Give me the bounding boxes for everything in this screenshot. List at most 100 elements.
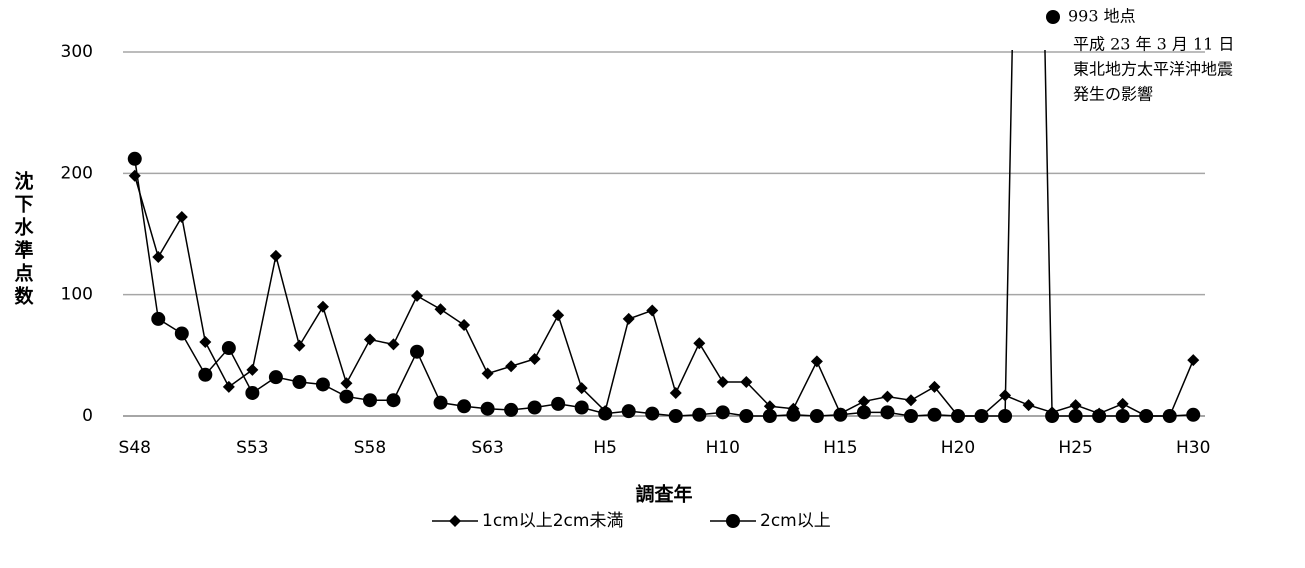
y-tick-label: 300 xyxy=(61,42,93,62)
circle-marker xyxy=(1139,409,1154,423)
circle-marker xyxy=(1186,407,1201,422)
circle-marker xyxy=(151,311,166,326)
annotation-text: 発生の影響 xyxy=(1073,85,1153,104)
x-tick-label: H25 xyxy=(1058,438,1092,458)
y-tick-label: 200 xyxy=(61,163,93,183)
diamond-marker xyxy=(434,303,447,316)
circle-marker xyxy=(410,344,425,359)
circle-marker xyxy=(221,341,236,356)
diamond-marker xyxy=(316,300,329,313)
diamond-marker xyxy=(363,333,376,346)
diamond-marker xyxy=(175,211,188,224)
diamond-marker xyxy=(411,289,424,302)
x-tick-label: S48 xyxy=(119,438,151,458)
circle-marker xyxy=(1092,409,1107,423)
x-tick-label: S58 xyxy=(354,438,386,458)
series-line xyxy=(134,175,1194,417)
circle-marker xyxy=(174,326,189,341)
circle-marker xyxy=(574,400,589,415)
diamond-marker xyxy=(128,169,141,182)
circle-marker xyxy=(621,404,636,419)
legend-label: 1cm以上2cm未満 xyxy=(482,511,623,531)
x-tick-label: H30 xyxy=(1176,438,1210,458)
circle-marker xyxy=(726,514,740,528)
y-tick-label: 100 xyxy=(61,285,93,305)
diamond-marker xyxy=(693,337,706,350)
diamond-marker xyxy=(449,515,461,527)
diamond-marker xyxy=(222,380,235,393)
x-tick-label: S53 xyxy=(236,438,268,458)
circle-marker xyxy=(856,405,871,420)
diamond-marker xyxy=(622,312,635,325)
circle-marker xyxy=(809,409,824,423)
circle-marker xyxy=(668,409,683,423)
x-axis-title: 調査年 xyxy=(635,483,692,506)
diamond-marker xyxy=(528,352,541,365)
circle-marker xyxy=(551,396,566,411)
diamond-marker xyxy=(881,390,894,403)
circle-marker xyxy=(974,409,989,423)
circle-marker xyxy=(504,402,519,417)
diamond-marker xyxy=(199,335,212,348)
circle-marker xyxy=(245,385,260,400)
x-tick-label: H10 xyxy=(706,438,740,458)
circle-marker xyxy=(645,406,660,421)
circle-marker xyxy=(1162,409,1177,423)
diamond-marker xyxy=(1116,397,1129,410)
diamond-marker xyxy=(716,376,729,389)
diamond-marker xyxy=(246,363,259,376)
diamond-marker xyxy=(646,304,659,317)
diamond-marker xyxy=(857,395,870,408)
circle-marker xyxy=(339,389,354,404)
diamond-marker xyxy=(340,377,353,390)
circle-marker xyxy=(903,409,918,423)
y-tick-label: 0 xyxy=(82,406,93,426)
diamond-marker xyxy=(740,376,753,389)
circle-marker xyxy=(833,407,848,422)
circle-marker xyxy=(1068,409,1083,423)
diamond-marker xyxy=(1069,399,1082,412)
diamond-marker xyxy=(904,394,917,407)
diamond-marker xyxy=(669,386,682,399)
circle-marker xyxy=(927,407,942,422)
circle-marker xyxy=(457,399,472,414)
diamond-marker xyxy=(763,400,776,413)
x-tick-label: S63 xyxy=(471,438,503,458)
circle-marker xyxy=(598,406,613,421)
diamond-marker xyxy=(269,249,282,262)
circle-marker xyxy=(880,405,895,420)
diamond-marker xyxy=(1187,354,1200,367)
diamond-marker xyxy=(1022,399,1035,412)
x-tick-label: H20 xyxy=(941,438,975,458)
y-axis-title: 沈下水準点数 xyxy=(12,170,34,309)
circle-marker xyxy=(951,409,966,423)
circle-marker xyxy=(715,405,730,420)
annotation-marker xyxy=(1046,10,1060,24)
annotation-text: 東北地方太平洋沖地震 xyxy=(1073,60,1233,79)
annotation-text: 平成 23 年 3 月 11 日 xyxy=(1073,35,1234,54)
circle-marker xyxy=(433,395,448,410)
circle-marker xyxy=(739,409,754,423)
circle-marker xyxy=(198,367,213,382)
x-tick-label: H15 xyxy=(823,438,857,458)
circle-marker xyxy=(127,151,142,166)
x-tick-label: H5 xyxy=(593,438,617,458)
circle-marker xyxy=(292,375,307,390)
diamond-marker xyxy=(575,382,588,395)
circle-marker xyxy=(1115,409,1130,423)
diamond-marker xyxy=(928,380,941,393)
diamond-marker xyxy=(481,367,494,380)
diamond-marker xyxy=(152,251,165,264)
diamond-marker xyxy=(293,339,306,352)
legend-label: 2cm以上 xyxy=(760,511,831,531)
diamond-marker xyxy=(810,355,823,368)
diamond-marker xyxy=(552,309,565,322)
circle-marker xyxy=(386,393,401,408)
circle-marker xyxy=(315,377,330,392)
diamond-marker xyxy=(458,319,471,331)
circle-marker xyxy=(480,401,495,416)
diamond-marker xyxy=(505,360,518,373)
circle-marker xyxy=(1045,409,1060,423)
annotation-text: 993 地点 xyxy=(1068,7,1136,26)
